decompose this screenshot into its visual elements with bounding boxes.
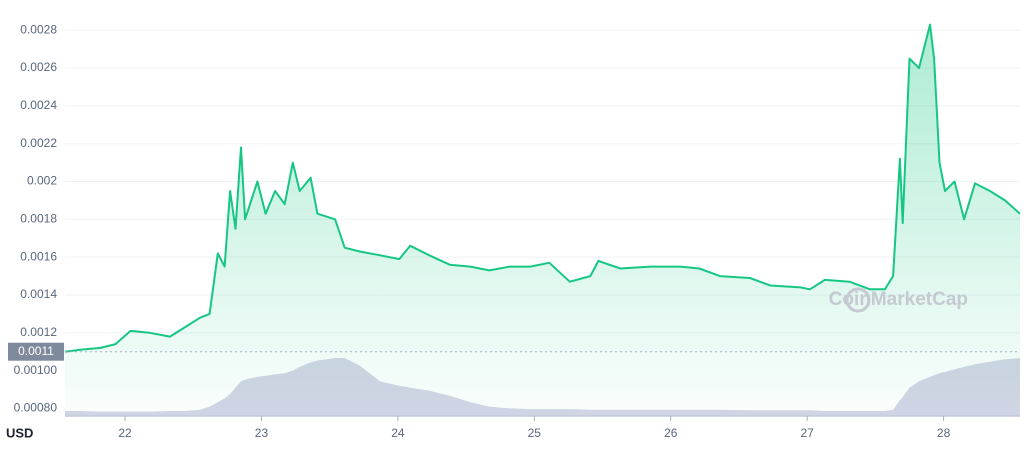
reference-badge <box>8 342 64 361</box>
watermark-logo <box>845 287 871 313</box>
y-tick-label: 0.00080 <box>14 401 58 415</box>
y-tick-label: 0.0026 <box>20 60 57 74</box>
x-tick-label: 25 <box>528 426 542 440</box>
watermark: CoinMarketCap <box>829 289 968 310</box>
x-tick-label: 24 <box>391 426 405 440</box>
x-tick-label: 28 <box>937 426 951 440</box>
reference-label: 0.0011 <box>18 344 54 358</box>
y-tick-label: 0.0012 <box>20 325 57 339</box>
y-tick-label: 0.0024 <box>20 98 57 112</box>
y-tick-label: 0.0014 <box>20 287 57 301</box>
price-line <box>64 23 1021 353</box>
y-tick-label: 0.00100 <box>14 363 58 377</box>
currency-label: USD <box>6 425 33 440</box>
y-tick-label: 0.0028 <box>20 22 57 36</box>
y-tick-label: 0.0016 <box>20 249 57 263</box>
y-tick-label: 0.0022 <box>20 136 57 150</box>
price-fill <box>65 24 1020 416</box>
x-tick-label: 23 <box>255 426 269 440</box>
x-tick-label: 26 <box>664 426 678 440</box>
y-tick-label: 0.002 <box>27 174 57 188</box>
x-tick-label: 27 <box>800 426 814 440</box>
x-tick-label: 22 <box>118 426 132 440</box>
y-tick-label: 0.0018 <box>20 212 57 226</box>
